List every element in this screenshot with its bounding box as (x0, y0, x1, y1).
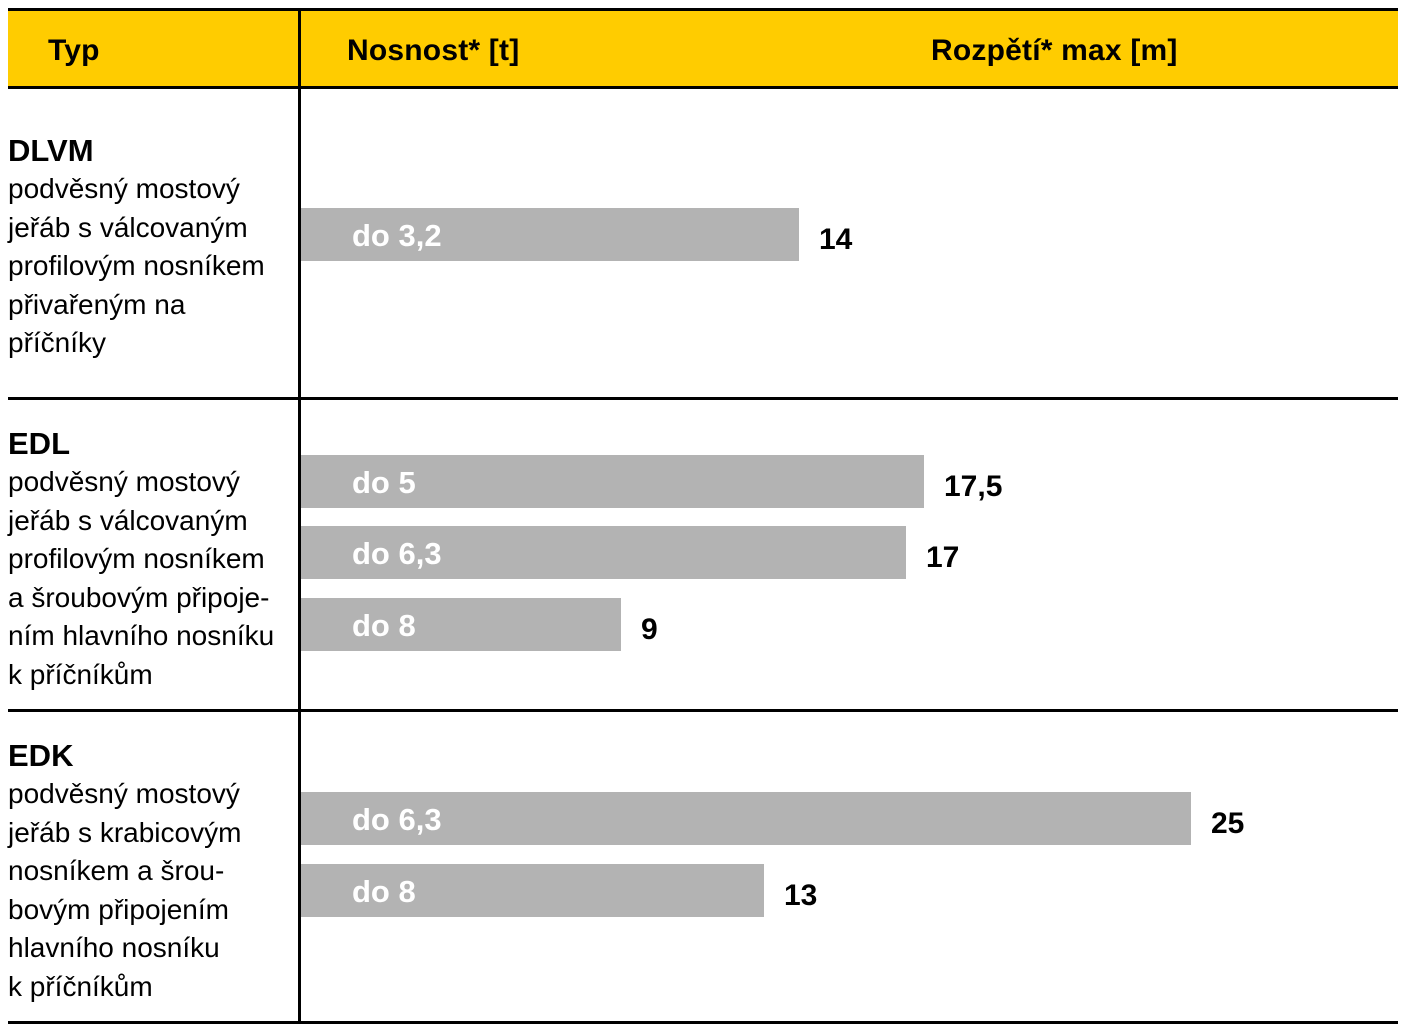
top-rule (8, 8, 1398, 11)
bar-span-value: 13 (784, 879, 818, 912)
row-divider-2 (8, 709, 1398, 712)
type-cell-edl: EDL podvěsný mostový jeřáb s válcovaným … (8, 425, 293, 694)
table-header (8, 8, 1398, 88)
bar-edl-6-3: do 6,3 (301, 526, 906, 579)
bar-edl-8: do 8 (301, 598, 621, 651)
bar-dlvm-3-2: do 3,2 (301, 208, 799, 261)
bar-capacity-label: do 3,2 (352, 218, 442, 253)
type-name: DLVM (8, 133, 94, 168)
type-description: podvěsný mostový jeřáb s válcovaným prof… (8, 466, 275, 690)
type-description: podvěsný mostový jeřáb s krabicovým nosn… (8, 778, 242, 1002)
bar-span-value: 25 (1211, 807, 1245, 840)
type-name: EDL (8, 426, 70, 461)
bar-capacity-label: do 8 (352, 874, 416, 909)
header-type: Typ (48, 34, 100, 67)
bar-edk-6-3: do 6,3 (301, 792, 1191, 845)
header-span: Rozpětí* max [m] (931, 34, 1178, 67)
type-name: EDK (8, 738, 74, 773)
bar-capacity-label: do 6,3 (352, 802, 442, 837)
bar-capacity-label: do 5 (352, 465, 416, 500)
bar-edl-5: do 5 (301, 455, 924, 508)
bar-capacity-label: do 8 (352, 608, 416, 643)
bar-span-value: 17 (926, 541, 960, 574)
type-description: podvěsný mostový jeřáb s válcovaným prof… (8, 173, 265, 358)
header-rule (8, 86, 1398, 89)
bottom-rule (8, 1021, 1398, 1024)
column-divider (298, 8, 301, 1023)
bar-capacity-label: do 6,3 (352, 536, 442, 571)
type-cell-edk: EDK podvěsný mostový jeřáb s krabicovým … (8, 737, 293, 1006)
bar-span-value: 14 (819, 223, 853, 256)
type-cell-dlvm: DLVM podvěsný mostový jeřáb s válcovaným… (8, 132, 293, 363)
header-capacity: Nosnost* [t] (347, 34, 520, 67)
bar-span-value: 17,5 (944, 470, 1003, 503)
bar-span-value: 9 (641, 613, 658, 646)
bar-edk-8: do 8 (301, 864, 764, 917)
row-divider-1 (8, 397, 1398, 400)
